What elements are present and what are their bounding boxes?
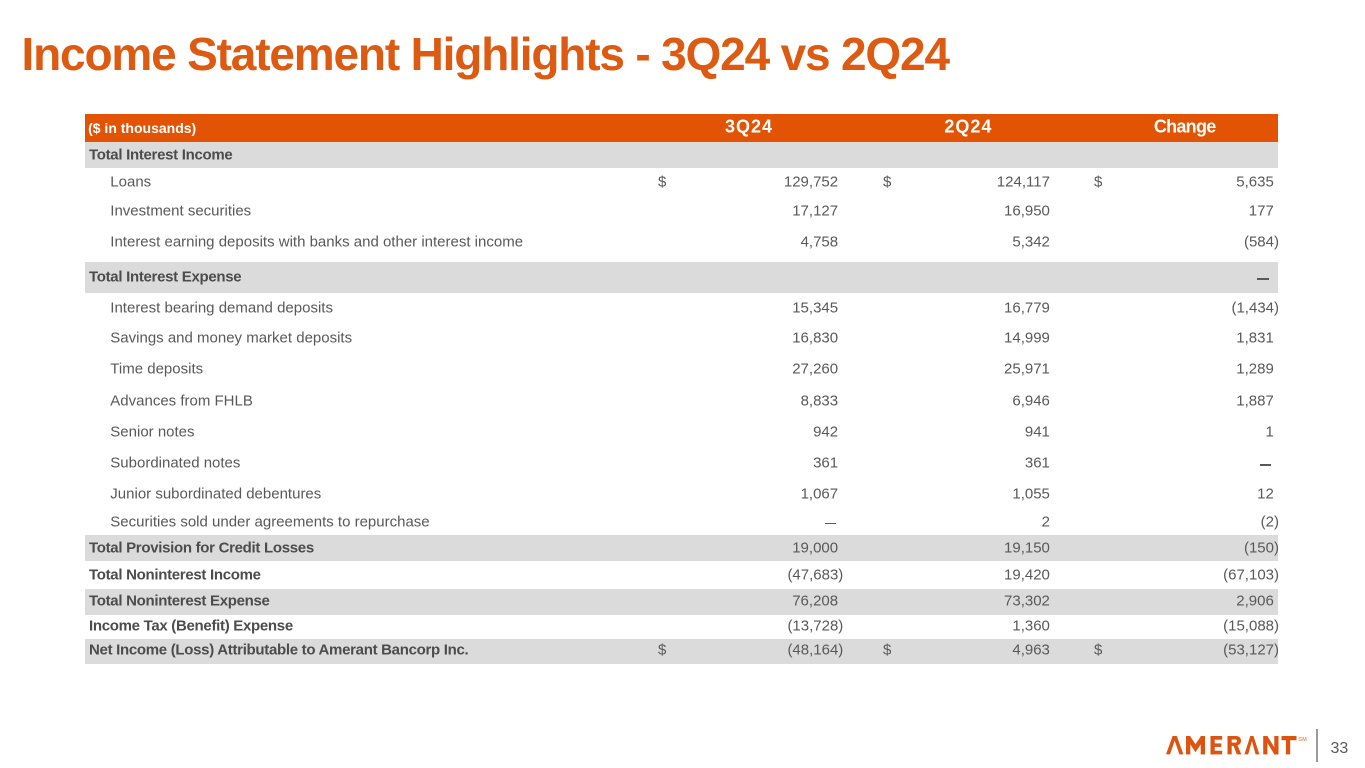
svg-text:SM: SM: [1298, 737, 1307, 743]
